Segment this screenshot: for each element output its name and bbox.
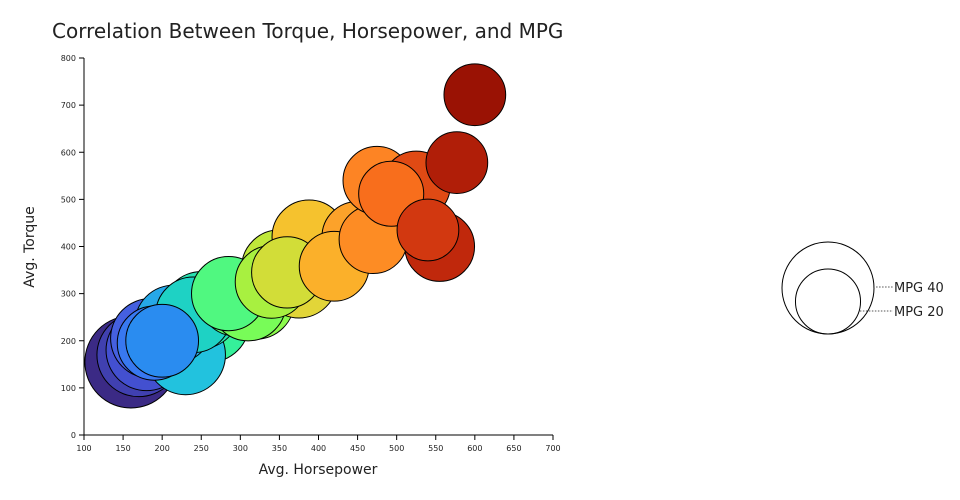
y-tick-label: 200 [61, 337, 76, 346]
x-tick-label: 600 [467, 444, 482, 453]
y-tick-label: 700 [61, 101, 76, 110]
legend-label: MPG 20 [894, 305, 944, 320]
legend-size-circle [781, 241, 875, 335]
y-tick-label: 100 [61, 384, 76, 393]
x-tick-label: 500 [389, 444, 404, 453]
x-tick-label: 550 [428, 444, 443, 453]
size-legend: MPG 40 MPG 20 [781, 241, 944, 335]
x-tick-label: 150 [115, 444, 130, 453]
y-tick-label: 400 [61, 243, 76, 252]
y-tick-label: 600 [61, 148, 76, 157]
bubble-layer [84, 63, 507, 409]
y-tick-label: 800 [61, 54, 76, 63]
x-tick-label: 250 [194, 444, 209, 453]
x-axis-ticks: 100 150 200 250 300 350 400 450 500 550 600 650 700 [76, 435, 561, 453]
chart-title: Correlation Between Torque, Horsepower, … [52, 19, 563, 43]
y-axis-title: Avg. Torque [22, 206, 38, 287]
y-tick-label: 300 [61, 290, 76, 299]
plot-area: 100 150 200 250 300 350 400 450 500 550 600 650 700 … [61, 54, 561, 453]
x-tick-label: 350 [272, 444, 287, 453]
bubble-point [396, 198, 460, 262]
x-tick-label: 700 [545, 444, 560, 453]
x-tick-label: 400 [311, 444, 326, 453]
x-tick-label: 650 [506, 444, 521, 453]
legend-size-circle [794, 268, 862, 335]
y-tick-label: 0 [71, 431, 76, 440]
y-axis-ticks: 0 100 200 300 400 500 600 700 800 [61, 54, 84, 440]
bubble-point [125, 303, 200, 378]
y-tick-label: 500 [61, 195, 76, 204]
x-tick-label: 100 [76, 444, 91, 453]
bubble-point [443, 63, 507, 127]
legend-label: MPG 40 [894, 281, 944, 296]
bubble-point [425, 131, 489, 194]
x-tick-label: 300 [233, 444, 248, 453]
x-tick-label: 450 [350, 444, 365, 453]
x-axis-title: Avg. Horsepower [259, 462, 378, 478]
x-tick-label: 200 [155, 444, 170, 453]
